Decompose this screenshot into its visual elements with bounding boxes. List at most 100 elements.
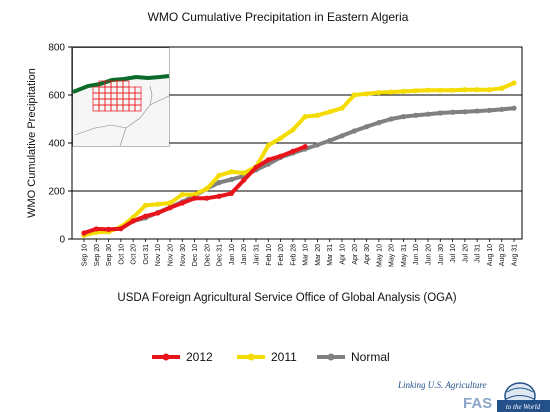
data-point	[413, 88, 419, 94]
x-tick-label: Jul 20	[462, 244, 469, 263]
data-point	[474, 87, 480, 93]
data-point	[388, 89, 394, 95]
data-point	[376, 90, 382, 96]
x-tick-label: Jan 20	[241, 244, 248, 265]
data-point	[388, 116, 394, 122]
data-point	[81, 230, 87, 236]
x-tick-label: Mar 20	[315, 244, 322, 266]
data-point	[462, 109, 468, 115]
data-point	[351, 92, 357, 98]
x-tick-label: Jul 10	[450, 244, 457, 263]
logo-band	[497, 400, 550, 412]
data-point	[437, 87, 443, 93]
data-point	[142, 213, 149, 219]
data-point	[462, 87, 468, 93]
data-point	[351, 128, 357, 134]
data-point	[167, 200, 173, 206]
x-tick-label: Feb 20	[278, 244, 285, 266]
data-point	[499, 106, 505, 112]
data-point	[290, 127, 296, 133]
data-point	[204, 186, 210, 192]
data-point	[363, 124, 370, 130]
x-tick-label: Dec 20	[204, 244, 211, 266]
x-tick-label: Mar 31	[327, 244, 334, 266]
x-tick-label: Aug 10	[487, 244, 494, 266]
data-point	[179, 192, 185, 198]
data-point	[486, 87, 493, 93]
data-point	[425, 87, 431, 93]
data-point	[277, 153, 284, 159]
x-tick-label: Aug 20	[499, 244, 506, 266]
data-point	[216, 180, 222, 186]
y-tick-label: 600	[48, 91, 65, 102]
x-tick-label: Feb 28	[290, 244, 297, 266]
data-point	[400, 88, 407, 94]
logo-fas: FAS	[463, 395, 492, 412]
x-tick-label: Nov 10	[155, 244, 162, 266]
x-tick-label: Jan 31	[254, 244, 261, 265]
x-tick-label: Oct 20	[131, 244, 138, 265]
x-tick-label: Nov 20	[168, 244, 175, 266]
data-point	[105, 226, 112, 232]
data-point	[228, 190, 235, 196]
data-point	[93, 226, 99, 232]
x-tick-label: Oct 31	[143, 244, 150, 265]
legend-label: 2011	[271, 350, 297, 364]
data-point	[363, 91, 370, 97]
data-point	[486, 107, 493, 113]
data-point	[339, 105, 345, 111]
data-point	[413, 112, 419, 118]
data-point	[290, 148, 296, 154]
data-point	[241, 170, 247, 176]
legend-label: Normal	[351, 350, 390, 364]
legend-marker	[247, 353, 255, 361]
source-note: USDA Foreign Agricultural Service Office…	[117, 292, 456, 304]
y-tick-label: 400	[48, 139, 65, 150]
y-tick-label: 200	[48, 187, 65, 198]
series-layer	[81, 80, 517, 238]
chart-title: WMO Cumulative Precipitation in Eastern …	[148, 10, 409, 24]
y-axis: 0 200 400 600 800	[48, 43, 72, 246]
x-tick-label: Sep 30	[106, 244, 113, 266]
series-2012	[81, 144, 308, 236]
fas-logo: Linking U.S. Agriculture FAS to the Worl…	[397, 380, 550, 412]
series-line	[82, 144, 308, 235]
x-tick-label: Jun 10	[413, 244, 420, 265]
legend-marker	[162, 353, 170, 361]
data-point	[339, 133, 345, 139]
data-point	[400, 114, 407, 120]
x-tick-label: May 20	[389, 244, 396, 267]
data-point	[376, 120, 382, 126]
x-tick-label: May 10	[376, 244, 383, 267]
data-point	[302, 144, 308, 150]
legend-label: 2012	[186, 350, 213, 364]
x-tick-label: Jun 20	[426, 244, 433, 265]
data-point	[253, 164, 259, 171]
logo-world: to the World	[506, 403, 541, 411]
x-axis: Sep 10 Sep 20 Sep 30 Oct 10 Oct 20 Oct 31 Nov …	[82, 239, 519, 267]
data-point	[130, 218, 136, 224]
data-point	[449, 109, 456, 115]
data-point	[277, 135, 284, 141]
data-point	[241, 177, 247, 183]
algeria-region-map-icon	[72, 47, 170, 147]
data-point	[425, 111, 431, 117]
data-point	[191, 195, 198, 201]
data-point	[142, 202, 149, 208]
x-tick-label: Jun 30	[438, 244, 445, 265]
x-tick-label: Sep 20	[94, 244, 101, 266]
series-line	[131, 106, 516, 223]
data-point	[167, 205, 173, 211]
x-tick-label: Nov 30	[180, 244, 187, 266]
logo-tagline: Linking U.S. Agriculture	[397, 380, 487, 390]
data-point	[155, 210, 161, 216]
legend-marker	[327, 353, 335, 361]
y-tick-label: 0	[59, 235, 65, 246]
data-point	[204, 195, 210, 201]
data-point	[314, 142, 321, 148]
x-tick-label: Jul 31	[475, 244, 482, 263]
data-point	[118, 226, 124, 232]
legend: 2012 2011 Normal	[152, 350, 390, 364]
data-point	[511, 80, 517, 86]
